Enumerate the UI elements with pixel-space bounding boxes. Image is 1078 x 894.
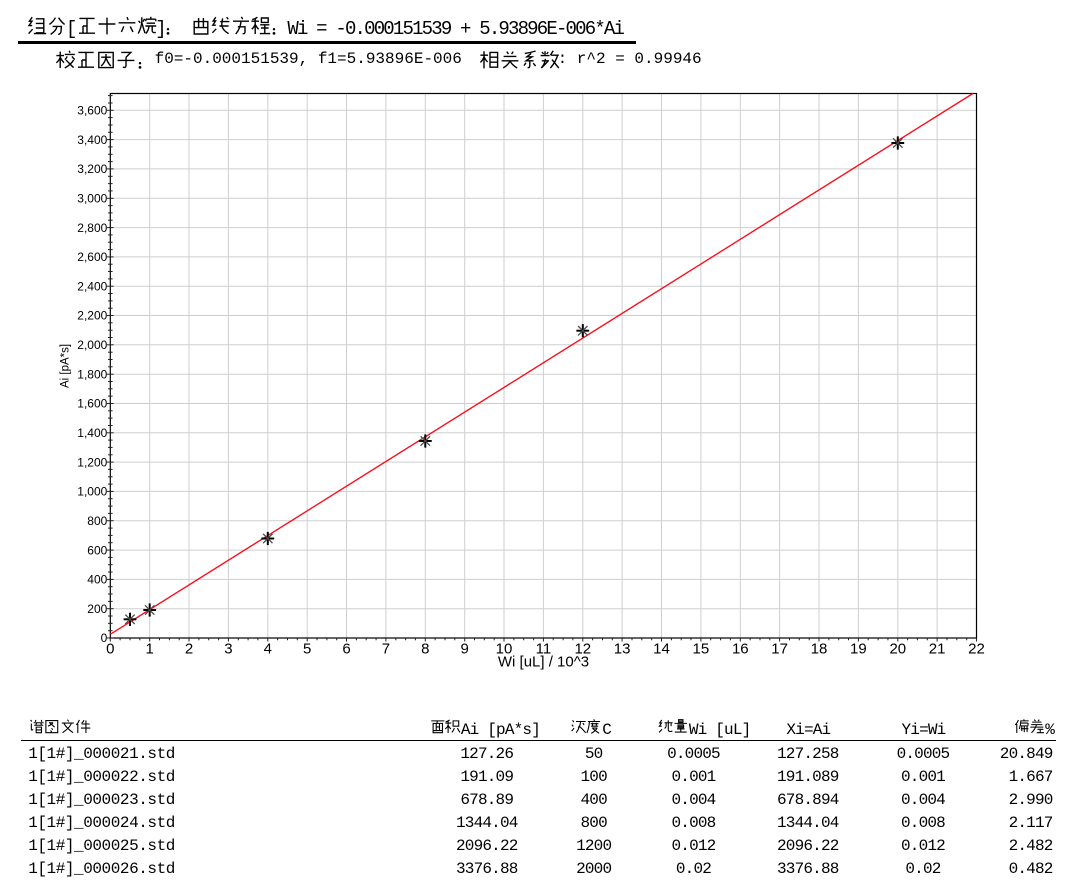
svg-text:0: 0 bbox=[101, 631, 108, 645]
svg-text:12: 12 bbox=[574, 641, 591, 658]
svg-text:16: 16 bbox=[732, 641, 749, 658]
svg-text:15: 15 bbox=[693, 641, 710, 658]
svg-text:6: 6 bbox=[342, 641, 350, 658]
svg-text:0: 0 bbox=[106, 641, 114, 658]
svg-text:7: 7 bbox=[382, 641, 390, 658]
svg-text:3: 3 bbox=[224, 641, 232, 658]
svg-text:3,200: 3,200 bbox=[77, 162, 107, 176]
svg-text:600: 600 bbox=[87, 543, 107, 557]
svg-text:3,400: 3,400 bbox=[77, 133, 107, 147]
svg-text:400: 400 bbox=[87, 573, 107, 587]
svg-text:4: 4 bbox=[264, 641, 272, 658]
svg-text:20: 20 bbox=[889, 641, 906, 658]
svg-text:3,000: 3,000 bbox=[77, 192, 107, 206]
svg-text:2,800: 2,800 bbox=[77, 221, 107, 235]
svg-text:8: 8 bbox=[421, 641, 429, 658]
svg-text:1,400: 1,400 bbox=[77, 426, 107, 440]
svg-text:2,000: 2,000 bbox=[77, 338, 107, 352]
svg-text:17: 17 bbox=[771, 641, 788, 658]
svg-text:9: 9 bbox=[461, 641, 469, 658]
svg-text:1,600: 1,600 bbox=[77, 397, 107, 411]
svg-text:1,800: 1,800 bbox=[77, 367, 107, 381]
svg-text:1,000: 1,000 bbox=[77, 485, 107, 499]
svg-text:2,400: 2,400 bbox=[77, 279, 107, 293]
svg-text:Ai [pA*s]: Ai [pA*s] bbox=[60, 344, 72, 388]
svg-text:3,600: 3,600 bbox=[77, 104, 107, 118]
svg-text:14: 14 bbox=[653, 641, 670, 658]
svg-text:200: 200 bbox=[87, 602, 107, 616]
svg-text:19: 19 bbox=[850, 641, 867, 658]
svg-text:22: 22 bbox=[968, 641, 985, 658]
svg-text:10: 10 bbox=[496, 641, 513, 658]
svg-text:18: 18 bbox=[811, 641, 828, 658]
svg-text:1,200: 1,200 bbox=[77, 455, 107, 469]
svg-text:2,200: 2,200 bbox=[77, 309, 107, 323]
svg-text:21: 21 bbox=[929, 641, 946, 658]
svg-text:2: 2 bbox=[185, 641, 193, 658]
svg-text:5: 5 bbox=[303, 641, 311, 658]
svg-text:800: 800 bbox=[87, 514, 107, 528]
svg-text:Wi [uL] / 10^3: Wi [uL] / 10^3 bbox=[498, 654, 589, 671]
svg-text:11: 11 bbox=[536, 641, 552, 658]
svg-text:13: 13 bbox=[614, 641, 631, 658]
svg-text:2,600: 2,600 bbox=[77, 250, 107, 264]
svg-text:1: 1 bbox=[146, 641, 154, 658]
